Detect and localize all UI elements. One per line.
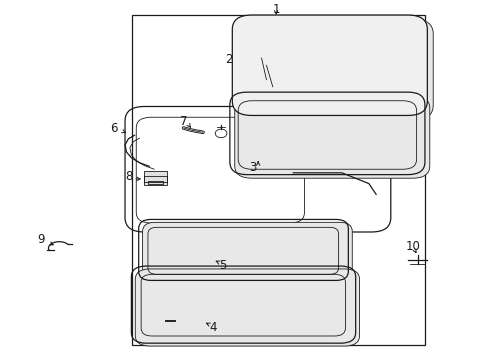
Text: 5: 5 [219, 259, 226, 272]
Text: 6: 6 [110, 122, 117, 135]
FancyBboxPatch shape [238, 19, 432, 120]
Text: 10: 10 [405, 240, 419, 253]
Text: 3: 3 [249, 161, 256, 174]
Bar [132, 15, 424, 345]
FancyBboxPatch shape [232, 15, 427, 116]
Text: 8: 8 [124, 170, 132, 183]
Bar [148, 181, 162, 184]
FancyBboxPatch shape [135, 269, 359, 346]
Text: 7: 7 [180, 116, 187, 129]
FancyBboxPatch shape [234, 96, 429, 178]
Bar [144, 171, 167, 185]
Text: 9: 9 [37, 233, 44, 246]
Text: 4: 4 [209, 320, 216, 333]
Bar [144, 176, 167, 182]
Text: 2: 2 [224, 53, 232, 66]
Bar [244, 22, 422, 173]
Text: 1: 1 [272, 3, 279, 16]
FancyBboxPatch shape [142, 222, 351, 283]
